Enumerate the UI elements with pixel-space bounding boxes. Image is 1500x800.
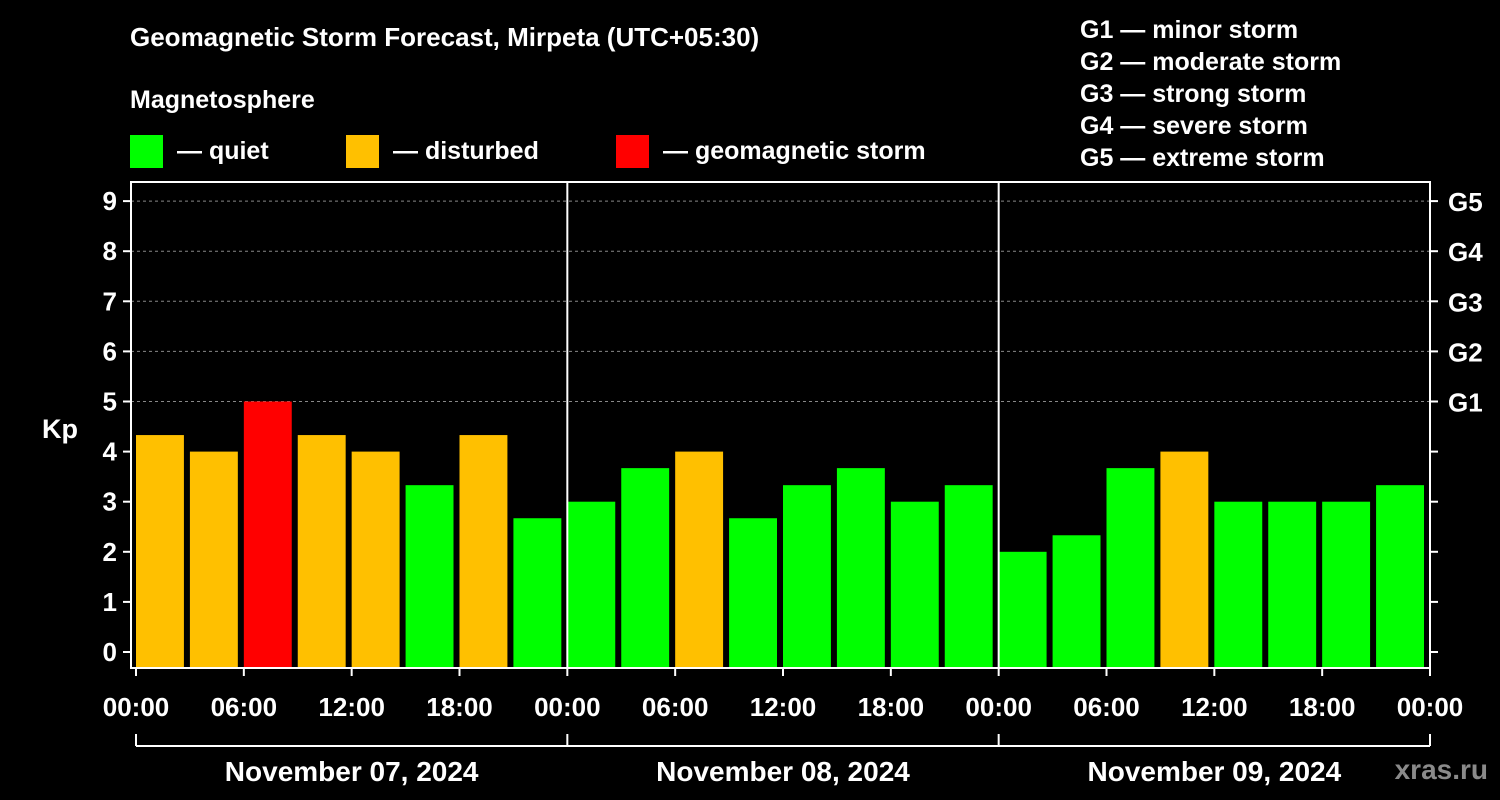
right-tick-label-g1: G1 [1448, 388, 1483, 418]
x-tick-label-11: 18:00 [1289, 692, 1356, 722]
legend-disturbed: — disturbed [346, 134, 539, 168]
legend-disturbed-swatch [346, 134, 379, 168]
right-tick-label-g4: G4 [1448, 237, 1483, 267]
bar-11 [729, 518, 777, 668]
storm-scale-g5: G5 — extreme storm [1080, 144, 1325, 172]
bar-9 [621, 468, 670, 668]
y-tick-label-8: 8 [103, 236, 117, 266]
y-tick-label-7: 7 [103, 286, 117, 316]
bar-22 [1322, 501, 1371, 668]
x-tick-label-1: 06:00 [211, 692, 278, 722]
storm-scale-g4: G4 — severe storm [1080, 112, 1308, 140]
bar-10 [675, 451, 724, 668]
y-tick-label-2: 2 [103, 537, 117, 567]
right-tick-label-g2: G2 [1448, 337, 1483, 367]
bar-5 [405, 485, 454, 668]
bar-24 [1430, 468, 1478, 668]
bar-17 [1052, 535, 1101, 668]
storm-scale-g1: G1 — minor storm [1080, 16, 1299, 44]
right-tick-label-g3: G3 [1448, 287, 1483, 317]
x-tick-label-2: 12:00 [318, 692, 385, 722]
bar-12 [783, 485, 831, 668]
day-label-0: November 07, 2024 [225, 756, 479, 787]
storm-scale-legend: G1 — minor storm G2 — moderate storm G3 … [1080, 14, 1341, 174]
legend-quiet-swatch [130, 134, 163, 168]
legend-quiet-label: — quiet [177, 136, 269, 165]
bar-8 [567, 501, 616, 668]
legend-storm-swatch [616, 134, 649, 168]
bar-19 [1160, 451, 1209, 668]
bars [136, 401, 1478, 668]
bar-3 [297, 435, 346, 668]
chart-title: Geomagnetic Storm Forecast, Mirpeta (UTC… [130, 22, 760, 52]
y-tick-label-1: 1 [103, 587, 117, 617]
bar-1 [189, 451, 238, 668]
y-tick-label-5: 5 [103, 387, 117, 417]
bar-18 [1106, 468, 1155, 668]
x-tick-label-5: 06:00 [642, 692, 709, 722]
bar-14 [890, 501, 939, 668]
legend-storm-label: — geomagnetic storm [663, 136, 926, 165]
bar-21 [1268, 501, 1317, 668]
bar-2 [243, 401, 292, 668]
right-tick-label-g5: G5 [1448, 187, 1483, 217]
bar-15 [944, 485, 993, 668]
bar-23 [1376, 485, 1424, 668]
storm-scale-g3: G3 — strong storm [1080, 80, 1307, 108]
bar-4 [351, 451, 400, 668]
legend-disturbed-label: — disturbed [393, 136, 539, 165]
y-tick-label-4: 4 [103, 437, 118, 467]
watermark: xras.ru [1394, 754, 1488, 785]
y-tick-label-6: 6 [103, 336, 117, 366]
bar-7 [513, 518, 562, 668]
bar-20 [1214, 501, 1263, 668]
x-tick-label-8: 00:00 [965, 692, 1032, 722]
legend-quiet: — quiet [130, 134, 269, 168]
bar-6 [459, 435, 508, 668]
bar-0 [136, 435, 184, 668]
x-tick-label-0: 00:00 [103, 692, 170, 722]
bar-13 [836, 468, 885, 668]
day-label-2: November 09, 2024 [1087, 756, 1341, 787]
x-tick-label-4: 00:00 [534, 692, 601, 722]
x-tick-label-10: 12:00 [1181, 692, 1248, 722]
x-tick-label-12: 00:00 [1397, 692, 1464, 722]
plot-frame [130, 181, 1431, 669]
bar-16 [998, 551, 1047, 668]
day-label-1: November 08, 2024 [656, 756, 910, 787]
y-tick-label-9: 9 [103, 186, 117, 216]
legend-storm: — geomagnetic storm [616, 134, 926, 168]
storm-scale-g2: G2 — moderate storm [1080, 48, 1342, 76]
x-tick-label-3: 18:00 [426, 692, 493, 722]
x-tick-label-6: 12:00 [750, 692, 817, 722]
y-tick-label-0: 0 [103, 637, 117, 667]
y-axis-label: Kp [42, 414, 78, 444]
y-tick-label-3: 3 [103, 487, 117, 517]
chart-subtitle: Magnetosphere [130, 86, 315, 114]
x-tick-label-9: 06:00 [1073, 692, 1140, 722]
x-tick-label-7: 18:00 [858, 692, 925, 722]
